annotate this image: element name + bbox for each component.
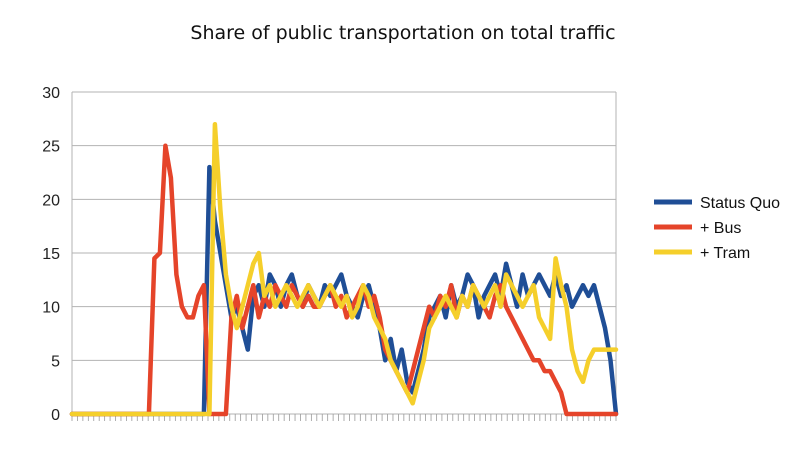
chart-title: Share of public transportation on total … xyxy=(190,22,616,44)
series-line-2 xyxy=(69,121,619,417)
y-tick-label: 25 xyxy=(42,139,60,156)
y-tick-label: 5 xyxy=(51,353,60,370)
y-tick-label: 30 xyxy=(42,85,60,102)
y-tick-label: 20 xyxy=(42,192,60,209)
y-tick-label: 10 xyxy=(42,300,60,317)
series-line-1 xyxy=(69,143,619,417)
series-group xyxy=(69,121,619,417)
legend-label-1: + Bus xyxy=(700,220,741,237)
legend-label-2: + Tram xyxy=(700,245,750,262)
y-tick-label: 15 xyxy=(42,246,60,263)
y-tick-label: 0 xyxy=(51,407,60,424)
gridlines xyxy=(71,91,617,415)
legend: Status Quo + Bus + Tram xyxy=(654,195,780,262)
legend-label-0: Status Quo xyxy=(700,195,780,212)
y-axis: 0 5 10 15 20 25 30 xyxy=(42,85,60,424)
